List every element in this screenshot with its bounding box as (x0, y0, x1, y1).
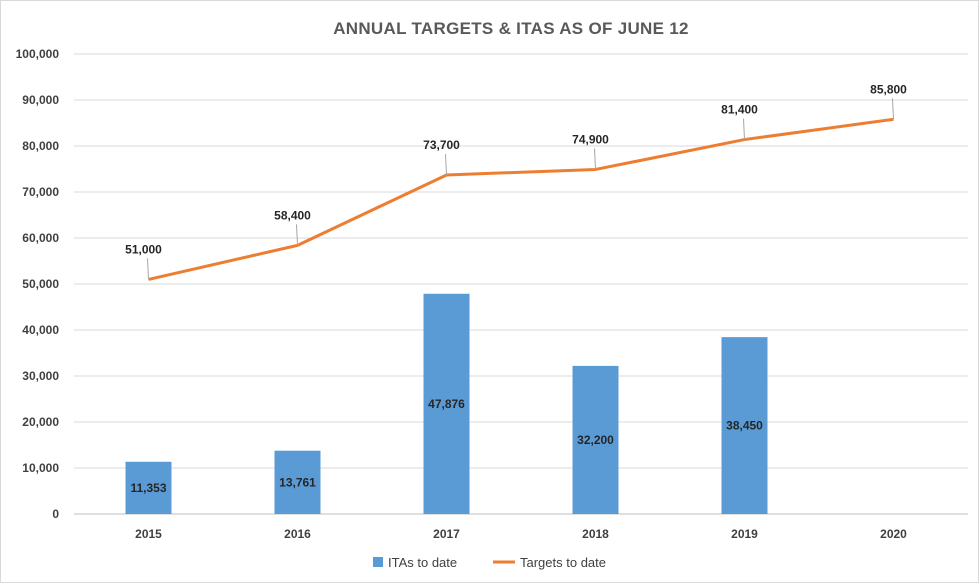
leader-line (296, 224, 298, 246)
y-tick-label: 70,000 (22, 185, 59, 199)
line-data-label: 58,400 (274, 208, 311, 222)
y-tick-label: 100,000 (16, 47, 60, 61)
legend-label-targets: Targets to date (520, 555, 606, 570)
line-data-label: 51,000 (125, 242, 162, 256)
legend: ITAs to date Targets to date (373, 555, 606, 570)
y-axis: 0 10,000 20,000 30,000 40,000 50,000 60,000 70,… (16, 47, 60, 521)
line-series: 51,000 58,400 73,700 74,900 81,400 85,800 (125, 82, 907, 281)
y-tick-label: 30,000 (22, 369, 59, 383)
legend-label-itas: ITAs to date (388, 555, 457, 570)
y-tick-label: 20,000 (22, 415, 59, 429)
leader-line (445, 153, 447, 176)
bar (423, 293, 470, 514)
bar (721, 337, 768, 514)
chart-title: ANNUAL TARGETS & ITAS AS OF JUNE 12 (333, 19, 689, 38)
line-data-label: 81,400 (721, 103, 758, 117)
bar-data-label: 47,876 (428, 397, 465, 411)
gridlines (74, 53, 968, 515)
x-tick-label: 2019 (731, 527, 758, 541)
target-line (148, 117, 894, 281)
x-tick-label: 2018 (582, 527, 609, 541)
y-tick-label: 50,000 (22, 277, 59, 291)
leader-line (743, 118, 745, 140)
y-tick-label: 10,000 (22, 461, 59, 475)
bar-data-label: 11,353 (130, 481, 166, 495)
line-data-label: 73,700 (423, 138, 460, 152)
y-tick-label: 60,000 (22, 231, 59, 245)
leader-line (594, 148, 596, 170)
bar (274, 450, 321, 514)
x-tick-label: 2020 (880, 527, 907, 541)
y-tick-label: 80,000 (22, 139, 59, 153)
x-tick-label: 2017 (433, 527, 460, 541)
bar-data-label: 13,761 (279, 475, 316, 489)
x-tick-label: 2016 (284, 527, 311, 541)
y-tick-label: 90,000 (22, 93, 59, 107)
bar (572, 365, 619, 514)
y-tick-label: 40,000 (22, 323, 59, 337)
y-tick-label: 0 (52, 507, 59, 521)
bar-data-label: 32,200 (577, 433, 614, 447)
bar-series: 11,353 13,761 47,876 32,200 38,450 (125, 293, 768, 514)
bar (125, 461, 172, 514)
bar-data-label: 38,450 (726, 419, 763, 433)
leader-line (892, 98, 894, 120)
legend-swatch-itas (373, 557, 383, 567)
x-axis: 2015 2016 2017 2018 2019 2020 (135, 527, 907, 541)
x-tick-label: 2015 (135, 527, 162, 541)
line-data-label: 74,900 (572, 132, 609, 146)
line-data-label: 85,800 (870, 82, 907, 96)
leader-line (147, 258, 149, 280)
